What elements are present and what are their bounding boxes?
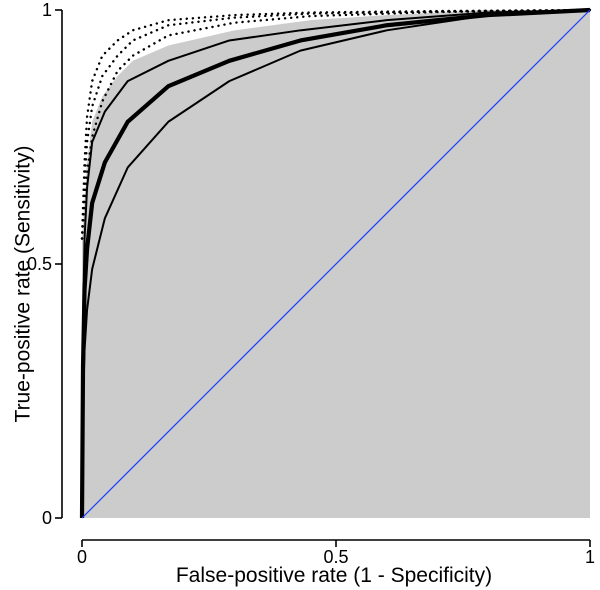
x-axis-title: False-positive rate (1 - Specificity) [176,564,492,587]
y-ticks: 00.51 [27,0,62,528]
y-tick-label: 1 [42,0,52,20]
y-tick-label: 0.5 [27,254,52,274]
roc-curve-dotted-line-4 [80,8,592,240]
x-tick-label: 0 [77,547,87,567]
roc-curve-band-line-2 [81,9,591,519]
x-tick-label: 1 [585,547,595,567]
chance-diagonal-line [81,9,591,519]
roc-curve-band-line-1 [81,9,591,519]
x-tick-label: 0.5 [323,547,348,567]
x-ticks: 0 0.5 1 [77,540,595,567]
roc-curve-dotted-line-5 [80,8,592,240]
y-axis-title: True-positive rate (Sensitivity) [11,146,34,423]
y-tick-label: 0 [42,508,52,528]
series-layer [79,7,592,519]
